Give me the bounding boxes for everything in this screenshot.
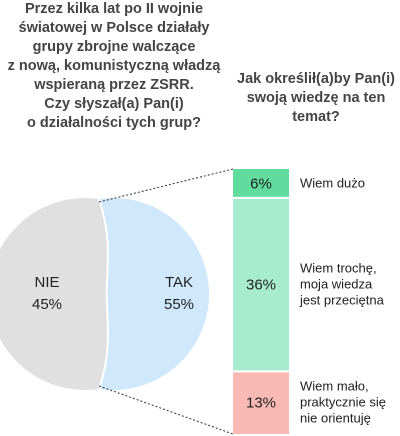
- followup-title-line: Jak określił(a)by Pan(i): [237, 71, 395, 87]
- question-title-line: światowej w Polsce działały: [18, 20, 210, 36]
- pie-value-tak: 55%: [164, 296, 194, 313]
- bar-label-2-line-1: praktycznie się: [300, 395, 386, 410]
- pie-label-nie: NIE: [34, 274, 59, 291]
- bar-label-1-line-1: moja wiedza: [300, 277, 373, 292]
- bar-segment-1: [233, 197, 289, 372]
- bar-label-1-line-2: jest przeciętna: [299, 293, 385, 308]
- bar-segment-2: [233, 371, 289, 434]
- followup-title: Jak określił(a)by Pan(i) swoją wiedzę na…: [232, 70, 400, 127]
- bar-value-2: 13%: [246, 395, 276, 412]
- followup-title-line: temat?: [292, 109, 340, 125]
- pie-label-tak: TAK: [165, 274, 193, 291]
- question-title-line: o działalności tych grup?: [26, 115, 202, 131]
- bar-label-0-line-0: Wiem dużo: [300, 175, 365, 190]
- bar-label-2-line-0: Wiem mało,: [300, 379, 369, 394]
- bar-label-1-line-0: Wiem trochę,: [300, 261, 377, 276]
- bar-value-0: 6%: [250, 175, 272, 192]
- pie-value-nie: 45%: [32, 296, 62, 313]
- question-title-line: wspieraną przez ZSRR.: [34, 77, 194, 93]
- bar-label-2-line-2: nie orientuję: [300, 411, 371, 426]
- pie-slice-nie: [0, 198, 108, 390]
- pie-divider: [98, 198, 109, 390]
- followup-title-line: swoją wiedzę na ten: [246, 90, 386, 106]
- connector-line-top: [98, 168, 234, 203]
- question-title-line: Przez kilka lat po II wojnie: [24, 1, 204, 17]
- question-title-line: Czy słyszał(a) Pan(i): [44, 96, 184, 112]
- bar-segment-0: [233, 169, 289, 198]
- question-title-line: grupy zbrojne walczące: [32, 39, 196, 55]
- connector-line-bottom: [98, 385, 234, 435]
- question-title-line: z nową, komunistyczną władzą: [7, 58, 221, 74]
- question-title: Przez kilka lat po II wojnie światowej w…: [0, 0, 228, 133]
- bar-value-1: 36%: [246, 277, 276, 294]
